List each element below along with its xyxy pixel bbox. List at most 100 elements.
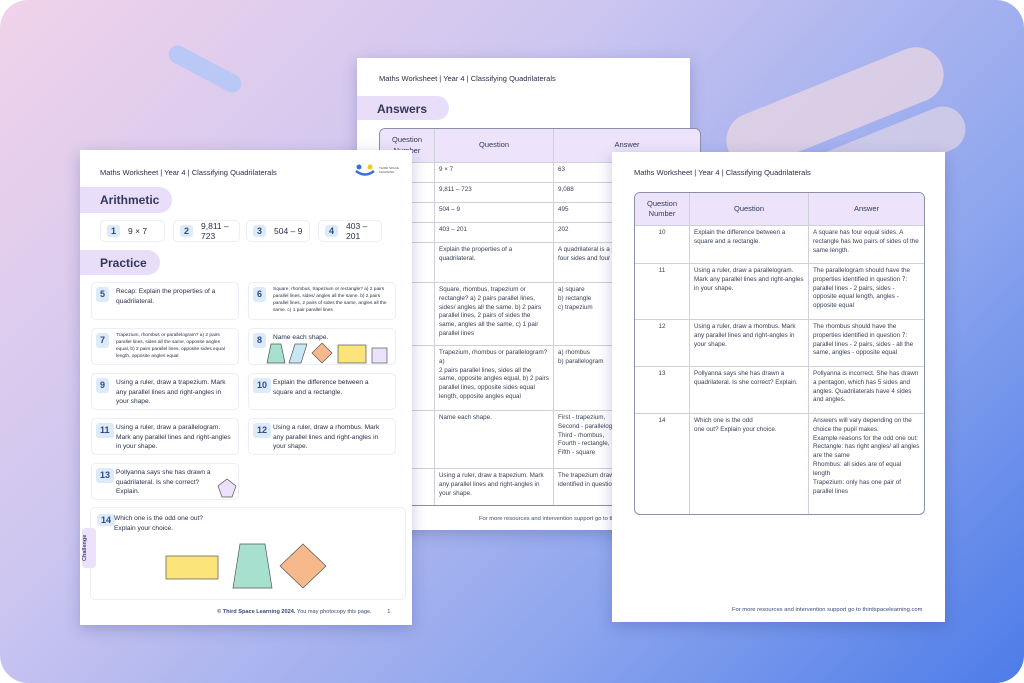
question-number: 12 <box>635 319 690 366</box>
practice-question: 6 Square, rhombus, trapezium or rectangle… <box>248 282 396 320</box>
table-row: 10 Explain the difference between a squar… <box>635 225 924 263</box>
answer-cell: Answers will vary depending on the choic… <box>809 413 924 514</box>
question-cell: Using a ruler, draw a trapezium. Mark an… <box>435 468 554 505</box>
page-footer: For more resources and intervention supp… <box>732 607 923 613</box>
question-number: 11 <box>96 423 114 439</box>
question-cell: Using a ruler, draw a parallelogram. Mar… <box>690 263 809 319</box>
question-text: Trapezium, rhombus or parallelogram? a) … <box>116 333 225 359</box>
question-text: Name each shape. <box>273 334 329 341</box>
shapes-q8 <box>266 343 388 364</box>
question-number: 14 <box>97 514 116 526</box>
question-number: 13 <box>96 468 115 484</box>
table-row: 14 Which one is the odd one out? Explain … <box>635 413 924 514</box>
question-number: 10 <box>253 378 272 394</box>
pentagon-shape <box>217 478 237 498</box>
answers-page-2: Maths Worksheet | Year 4 | Classifying Q… <box>612 152 945 622</box>
question-cell: 9,811 – 723 <box>435 182 554 202</box>
practice-question: 10 Explain the difference between a squar… <box>248 373 396 410</box>
question-number: 7 <box>96 333 110 349</box>
arithmetic-question: 4 403 – 201 <box>318 220 382 242</box>
answers-table-2: Question Number Question Answer 10 Explain t… <box>634 192 925 515</box>
question-text: Using a ruler, draw a parallelogram. Mar… <box>116 424 231 451</box>
page-header: Maths Worksheet | Year 4 | Classifying Q… <box>379 74 556 83</box>
answer-cell: Pollyanna is incorrect. She has drawn a … <box>809 366 924 413</box>
answer-cell: A square has four equal sides. A rectang… <box>809 225 924 263</box>
question-cell: 504 – 9 <box>435 202 554 222</box>
question-number: 6 <box>253 287 267 303</box>
table-row: 13 Pollyanna says she has drawn a quadril… <box>635 366 924 413</box>
rectangle-shape <box>337 344 367 364</box>
question-text: 9,811 – 723 <box>201 221 229 241</box>
answers-heading: Answers <box>357 96 449 120</box>
challenge-label: Challenge <box>82 528 96 568</box>
table-row: 11 Using a ruler, draw a parallelogram. M… <box>635 263 924 319</box>
question-cell: Square, rhombus, trapezium or rectangle?… <box>435 282 554 345</box>
practice-heading: Practice <box>80 250 160 275</box>
logo: THIRD SPACE LEARNING <box>355 164 401 176</box>
question-number: 3 <box>253 225 267 237</box>
copyright: © Third Space Learning 2024. <box>217 609 296 615</box>
question-number: 5 <box>96 287 110 303</box>
page-footer: For more resources and intervention supp… <box>479 516 670 522</box>
question-text: Square, rhombus, trapezium or rectangle?… <box>273 287 387 313</box>
question-number: 9 <box>96 378 110 394</box>
page-number: 1 <box>387 609 391 615</box>
question-text: 9 × 7 <box>128 226 148 236</box>
question-text: Using a ruler, draw a trapezium. Mark an… <box>116 379 226 406</box>
question-text: Recap: Explain the properties of a quadr… <box>116 288 216 305</box>
practice-question: 11 Using a ruler, draw a parallelogram. M… <box>91 418 239 455</box>
rhombus-shape <box>311 343 333 364</box>
question-text: Pollyanna says she has drawn a quadrilat… <box>116 469 211 496</box>
challenge-text: Which one is the odd one out? Explain yo… <box>114 515 204 532</box>
question-cell: 9 × 7 <box>435 162 554 182</box>
question-cell: Using a ruler, draw a rhombus. Mark any … <box>690 319 809 366</box>
question-text: 403 – 201 <box>346 221 368 241</box>
question-number: 8 <box>253 333 267 349</box>
column-header: Question <box>435 129 554 162</box>
arithmetic-question: 2 9,811 – 723 <box>173 220 240 242</box>
challenge-shapes <box>165 543 327 589</box>
footer-note: You may photocopy this page. <box>295 609 372 615</box>
page-header: Maths Worksheet | Year 4 | Classifying Q… <box>634 168 811 177</box>
question-number: 13 <box>635 366 690 413</box>
third-space-learning-logo-icon <box>355 164 375 176</box>
question-cell: Pollyanna says she has drawn a quadrilat… <box>690 366 809 413</box>
practice-question: 5 Recap: Explain the properties of a quad… <box>91 282 239 320</box>
worksheet-page: Maths Worksheet | Year 4 | Classifying Q… <box>80 150 412 625</box>
arithmetic-heading: Arithmetic <box>80 187 172 213</box>
question-cell: Trapezium, rhombus or parallelogram? a) … <box>435 345 554 410</box>
practice-question: 13 Pollyanna says she has drawn a quadril… <box>91 463 239 500</box>
practice-question: 9 Using a ruler, draw a trapezium. Mark a… <box>91 373 239 410</box>
arithmetic-question: 3 504 – 9 <box>246 220 310 242</box>
question-cell: Explain the properties of a quadrilatera… <box>435 242 554 282</box>
parallelogram-shape <box>288 343 308 364</box>
answer-cell: The parallelogram should have the proper… <box>809 263 924 319</box>
practice-question: 7 Trapezium, rhombus or parallelogram? a)… <box>91 328 239 365</box>
decor-pill <box>165 42 245 96</box>
question-number: 10 <box>635 225 690 263</box>
question-number: 1 <box>107 225 121 237</box>
question-cell: Explain the difference between a square … <box>690 225 809 263</box>
practice-question: 12 Using a ruler, draw a rhombus. Mark an… <box>248 418 396 455</box>
page-footer: © Third Space Learning 2024. You may pho… <box>217 609 390 615</box>
question-cell: Which one is the odd one out? Explain yo… <box>690 413 809 514</box>
rectangle-shape <box>165 555 219 580</box>
question-text: Using a ruler, draw a rhombus. Mark any … <box>273 424 380 451</box>
square-shape <box>371 347 388 364</box>
practice-question: 8 Name each shape. <box>248 328 396 365</box>
trapezium-shape <box>232 543 273 589</box>
question-text: Explain the difference between a square … <box>273 379 369 396</box>
arithmetic-question: 1 9 × 7 <box>100 220 165 242</box>
table-row: 12 Using a ruler, draw a rhombus. Mark an… <box>635 319 924 366</box>
page-header: Maths Worksheet | Year 4 | Classifying Q… <box>100 168 277 177</box>
column-header: Answer <box>809 193 924 225</box>
question-number: 11 <box>635 263 690 319</box>
column-header: Question <box>690 193 809 225</box>
question-number: 14 <box>635 413 690 514</box>
trapezium-shape <box>266 343 286 364</box>
logo-text: THIRD SPACE LEARNING <box>379 166 399 174</box>
challenge-card: Challenge 14 Which one is the odd one ou… <box>82 507 406 600</box>
